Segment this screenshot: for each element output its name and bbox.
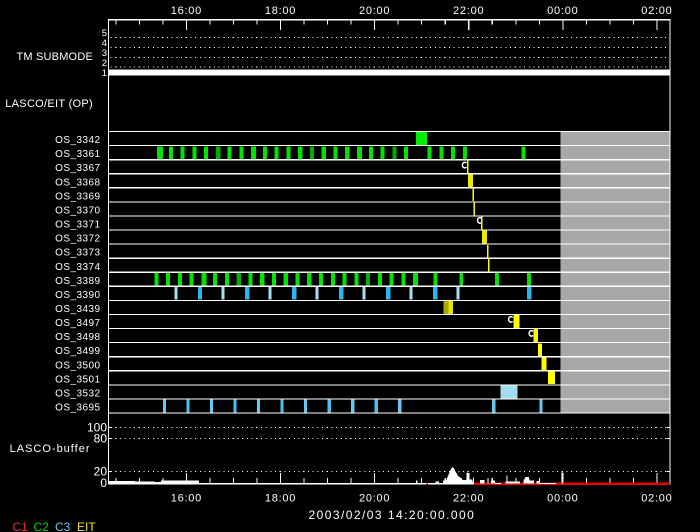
svg-text:OS_3367: OS_3367 bbox=[55, 163, 100, 174]
svg-text:OS_3374: OS_3374 bbox=[55, 262, 100, 273]
svg-text:1: 1 bbox=[102, 68, 107, 79]
svg-text:02:00: 02:00 bbox=[641, 493, 672, 505]
svg-text:OS_3368: OS_3368 bbox=[55, 177, 100, 188]
svg-text:OS_3369: OS_3369 bbox=[55, 191, 100, 202]
svg-text:TM SUBMODE: TM SUBMODE bbox=[16, 51, 93, 63]
svg-text:OS_3370: OS_3370 bbox=[55, 206, 100, 217]
svg-text:0: 0 bbox=[100, 476, 107, 490]
svg-text:C1: C1 bbox=[13, 520, 29, 532]
svg-text:OS_3501: OS_3501 bbox=[55, 374, 100, 385]
svg-text:18:00: 18:00 bbox=[265, 493, 296, 505]
svg-text:OS_3371: OS_3371 bbox=[55, 220, 100, 231]
svg-text:OS_3373: OS_3373 bbox=[55, 248, 100, 259]
svg-text:C3: C3 bbox=[55, 520, 71, 532]
svg-text:2: 2 bbox=[102, 58, 107, 69]
svg-text:OS_3390: OS_3390 bbox=[55, 290, 100, 301]
svg-text:22:00: 22:00 bbox=[453, 493, 484, 505]
svg-text:EIT: EIT bbox=[77, 520, 96, 532]
svg-text:20: 20 bbox=[94, 464, 108, 478]
svg-text:OS_3532: OS_3532 bbox=[55, 389, 100, 400]
svg-text:OS_3389: OS_3389 bbox=[55, 276, 100, 287]
svg-text:20:00: 20:00 bbox=[359, 5, 390, 17]
svg-text:02:00: 02:00 bbox=[641, 5, 672, 17]
svg-text:16:00: 16:00 bbox=[171, 493, 202, 505]
svg-text:C2: C2 bbox=[34, 520, 50, 532]
svg-text:OS_3695: OS_3695 bbox=[55, 403, 100, 414]
svg-text:OS_3500: OS_3500 bbox=[55, 360, 100, 371]
svg-text:OS_3499: OS_3499 bbox=[55, 346, 100, 357]
svg-text:OS_3498: OS_3498 bbox=[55, 332, 100, 343]
svg-text:5: 5 bbox=[102, 28, 107, 39]
svg-text:OS_3361: OS_3361 bbox=[55, 149, 100, 160]
svg-text:22:00: 22:00 bbox=[453, 5, 484, 17]
svg-text:LASCO/EIT (OP): LASCO/EIT (OP) bbox=[5, 98, 93, 110]
svg-text:00:00: 00:00 bbox=[547, 5, 578, 17]
svg-text:80: 80 bbox=[94, 432, 108, 446]
svg-text:OS_3372: OS_3372 bbox=[55, 234, 100, 245]
svg-text:16:00: 16:00 bbox=[171, 5, 202, 17]
svg-text:OS_3497: OS_3497 bbox=[55, 318, 100, 329]
svg-text:OS_3342: OS_3342 bbox=[55, 135, 100, 146]
svg-text:00:00: 00:00 bbox=[547, 493, 578, 505]
svg-text:OS_3439: OS_3439 bbox=[55, 304, 100, 315]
svg-text:3: 3 bbox=[102, 48, 107, 59]
svg-text:2003/02/03 14:20:00.000: 2003/02/03 14:20:00.000 bbox=[309, 508, 476, 522]
svg-text:20:00: 20:00 bbox=[359, 493, 390, 505]
svg-text:18:00: 18:00 bbox=[265, 5, 296, 17]
svg-text:100: 100 bbox=[87, 421, 107, 435]
svg-text:4: 4 bbox=[102, 38, 107, 49]
svg-text:LASCO-buffer: LASCO-buffer bbox=[10, 443, 91, 455]
